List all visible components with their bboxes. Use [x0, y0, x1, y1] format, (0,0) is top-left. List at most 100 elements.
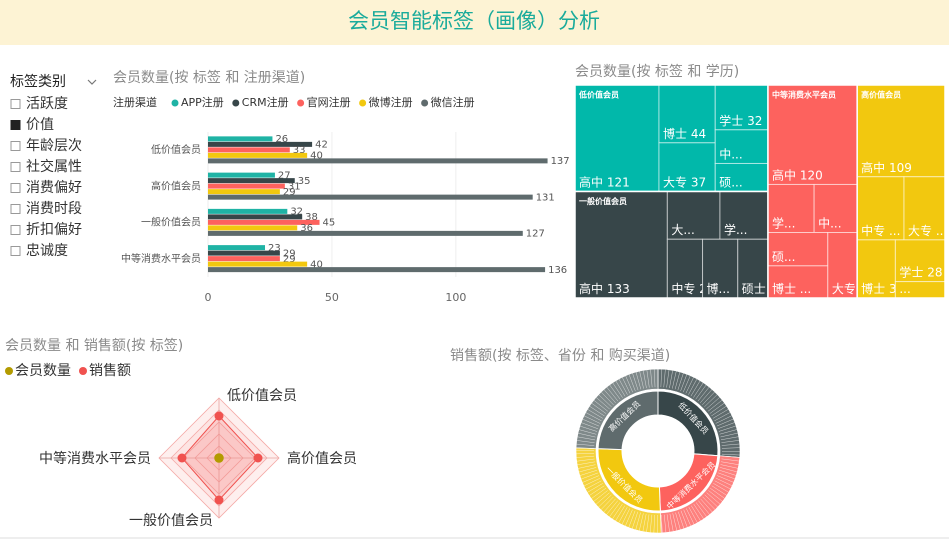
sunburst-segment[interactable]	[597, 390, 659, 451]
outer-slice-edge	[618, 507, 628, 524]
tile-name: 博士 ...	[772, 281, 811, 296]
tile-value: 121	[607, 175, 630, 189]
tile-label: 中...	[719, 146, 742, 161]
tile-name: 中...	[719, 146, 742, 161]
slicer-item[interactable]: 忠诚度	[26, 243, 68, 259]
outer-slice-edge	[576, 440, 595, 443]
checkbox[interactable]	[10, 162, 21, 172]
legend-label[interactable]: 销售额	[89, 363, 131, 379]
tile-value: 120	[800, 168, 823, 182]
chart-title: 会员数量 和 销售额(按 标签)	[5, 337, 183, 354]
checkbox[interactable]	[10, 141, 21, 151]
data-label: 29	[283, 254, 296, 265]
tile-label: 中专 ...	[861, 222, 900, 237]
data-label: 45	[323, 218, 336, 229]
outer-slice-edge	[576, 443, 595, 446]
slicer-item[interactable]: 活跃度	[26, 96, 68, 112]
checkbox[interactable]	[10, 225, 21, 235]
outer-slice-edge	[653, 369, 656, 388]
group-outline	[856, 84, 946, 299]
data-label: 36	[300, 223, 313, 234]
bar	[208, 250, 280, 256]
tile-label: 大...	[671, 223, 694, 237]
slicer-item[interactable]: 折扣偏好	[26, 222, 82, 238]
tile-name: 学...	[724, 222, 747, 237]
tile-name: 硕...	[772, 249, 795, 263]
tile-name: 高中	[772, 167, 796, 182]
outer-slice-edge	[704, 494, 718, 508]
legend-marker	[79, 367, 87, 375]
outer-slice-edge	[700, 498, 713, 513]
outer-slice-edge	[579, 469, 598, 476]
checkbox[interactable]	[10, 183, 21, 193]
outer-slice-edge	[600, 391, 614, 406]
bar	[208, 172, 275, 178]
outer-slice-edge	[719, 467, 738, 473]
checkbox[interactable]	[10, 99, 21, 109]
data-label: 38	[305, 212, 318, 223]
slicer-item[interactable]: 消费时段	[26, 201, 82, 217]
legend-label[interactable]: 会员数量	[15, 363, 71, 379]
data-label: 29	[283, 187, 296, 198]
bar	[208, 267, 546, 273]
outer-slice-edge	[653, 514, 656, 533]
legend-label: 官网注册	[307, 95, 351, 109]
header-bar	[0, 0, 949, 45]
legend-marker	[171, 99, 179, 107]
checkbox[interactable]	[10, 204, 21, 214]
outer-slice-edge	[612, 504, 623, 520]
checkbox[interactable]	[10, 120, 21, 130]
outer-slice-edge	[660, 514, 662, 533]
chart-title: 会员数量(按 标签 和 学历)	[575, 63, 739, 80]
outer-slice-edge	[713, 483, 729, 493]
outer-slice-edge	[708, 490, 723, 502]
bar	[208, 208, 288, 214]
outer-slice-edge	[661, 514, 663, 533]
group-label: 低价值会员	[578, 90, 619, 100]
outer-slice-edge	[712, 408, 729, 419]
slicer-item[interactable]: 价值	[26, 117, 54, 133]
bar	[208, 261, 308, 267]
tile-name: 博士	[663, 125, 687, 140]
outer-slice-edge	[615, 505, 625, 522]
outer-slice-edge	[589, 405, 605, 417]
tile-label: 博士 ...	[772, 281, 811, 296]
group-label: 高价值会员	[861, 90, 901, 100]
slicer-item[interactable]: 社交属性	[26, 158, 82, 175]
outer-slice-edge	[628, 374, 636, 392]
outer-slice-edge	[700, 389, 713, 404]
legend-label: 微博注册	[369, 95, 413, 109]
outer-slice-edge	[598, 494, 612, 508]
legend-marker	[421, 99, 429, 107]
outer-slice-edge	[674, 371, 681, 390]
outer-slice-edge	[585, 412, 602, 422]
outer-slice-edge	[642, 513, 647, 532]
outer-slice-edge	[688, 506, 698, 523]
outer-slice-edge	[646, 369, 650, 388]
slicer-item[interactable]: 消费偏好	[26, 180, 82, 196]
outer-slice-edge	[666, 514, 670, 533]
treemap-tile	[574, 84, 660, 192]
x-tick-label: 100	[445, 291, 466, 304]
data-label: 42	[315, 140, 328, 151]
bar	[208, 141, 313, 147]
legend-marker	[359, 99, 367, 107]
treemap-tile	[737, 238, 769, 299]
bar	[208, 256, 280, 262]
outer-slice-edge	[706, 492, 721, 505]
tile-name: 硕...	[719, 175, 742, 189]
tile-name: 中...	[818, 215, 841, 230]
outer-slice-edge	[591, 402, 607, 414]
treemap-tile	[894, 239, 946, 283]
tile-name: 学...	[772, 215, 795, 230]
checkbox[interactable]	[10, 246, 21, 256]
outer-slice-edge	[606, 386, 619, 402]
slicer-item[interactable]: 年龄层次	[26, 138, 82, 154]
outer-slice-edge	[576, 452, 595, 455]
outer-slice-edge	[678, 511, 685, 529]
data-label: 26	[275, 134, 288, 145]
slicer-chevron[interactable]	[87, 79, 97, 85]
legend-marker	[5, 367, 13, 375]
outer-slice-edge	[635, 371, 642, 390]
outer-slice-edge	[578, 467, 597, 473]
